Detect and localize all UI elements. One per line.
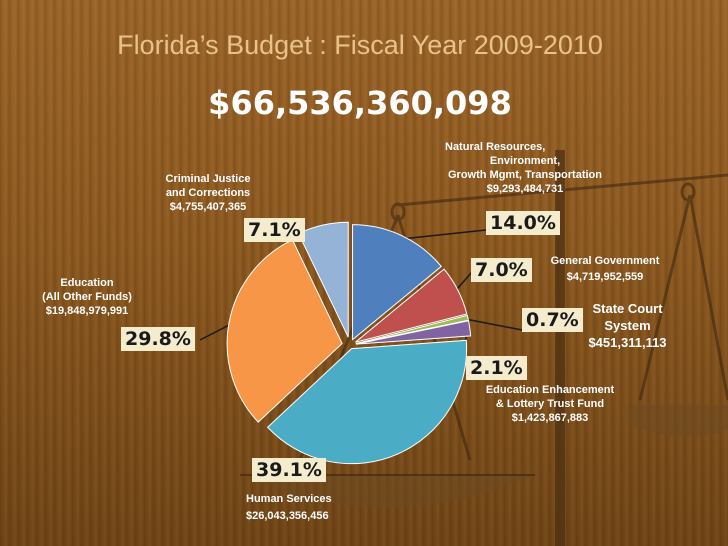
- label-natural-resources: Natural Resources, Environment, Growth M…: [435, 140, 615, 196]
- label-natural-resources-amount: $9,293,484,731: [486, 183, 564, 195]
- pct-label-criminal-justice: 7.1%: [244, 218, 305, 242]
- pie-slice-education-other: [226, 239, 343, 423]
- label-general-government: General Government $4,719,952,559: [540, 254, 670, 284]
- label-education-other-amount: $19,848,979,991: [45, 305, 129, 317]
- pct-label-general-government: 7.0%: [471, 258, 532, 282]
- label-state-court-amount: $451,311,113: [588, 335, 667, 350]
- pie-slice-general-government: [355, 268, 468, 343]
- total-budget-amount: $66,536,360,098: [208, 84, 512, 122]
- leader-line-natural-resources: [399, 229, 487, 240]
- pct-label-human-services: 39.1%: [252, 458, 326, 482]
- label-education-other-line2: (All Other Funds): [42, 291, 132, 303]
- label-education-other: Education (All Other Funds) $19,848,979,…: [28, 276, 146, 318]
- label-criminal-justice-line2: and Corrections: [165, 187, 251, 199]
- chart-title: Florida’s Budget : Fiscal Year 2009-2010: [117, 30, 603, 60]
- label-criminal-justice-amount: $4,755,407,365: [169, 201, 247, 213]
- label-state-court-line1: State Court: [592, 301, 663, 316]
- label-education-enhancement-line2: & Lottery Trust Fund: [495, 398, 605, 410]
- label-natural-resources-line2: Environment,: [489, 155, 561, 167]
- label-human-services: Human Services $26,043,356,456: [246, 492, 332, 523]
- leader-line-education-other: [199, 322, 234, 341]
- label-criminal-justice-line1: Criminal Justice: [165, 173, 251, 185]
- pie-slice-natural-resources: [352, 224, 443, 341]
- label-human-services-line1: Human Services: [246, 493, 332, 505]
- label-general-government-line1: General Government: [550, 255, 660, 267]
- pct-label-natural-resources: 14.0%: [486, 211, 560, 235]
- label-education-enhancement-amount: $1,423,867,883: [511, 412, 589, 424]
- label-state-court: State Court System $451,311,113: [570, 300, 685, 351]
- pct-label-education-enhancement: 2.1%: [466, 356, 527, 380]
- label-education-enhancement: Education Enhancement & Lottery Trust Fu…: [475, 383, 625, 425]
- pie-slice-education-enhancement: [355, 320, 472, 345]
- label-state-court-line2: System: [604, 318, 651, 333]
- pct-label-education-other: 29.8%: [121, 327, 195, 351]
- label-criminal-justice: Criminal Justice and Corrections $4,755,…: [148, 172, 268, 214]
- label-education-enhancement-line1: Education Enhancement: [485, 384, 615, 396]
- leader-line-state-court: [463, 317, 523, 331]
- label-natural-resources-line1: Natural Resources,: [445, 141, 546, 153]
- pie-slice-state-court: [355, 314, 470, 345]
- label-natural-resources-line3: Growth Mgmt, Transportation: [448, 169, 602, 181]
- pie-slice-human-services: [266, 339, 468, 465]
- pct-label-state-court: 0.7%: [522, 308, 583, 332]
- label-human-services-amount: $26,043,356,456: [246, 510, 329, 522]
- label-education-other-line1: Education: [60, 277, 114, 289]
- label-general-government-amount: $4,719,952,559: [566, 271, 644, 283]
